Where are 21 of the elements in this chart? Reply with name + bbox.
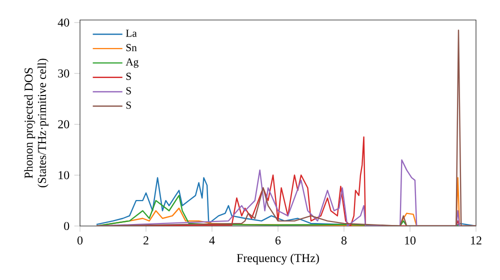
x-tick-label: 0: [77, 236, 83, 245]
x-tick-label: 8: [341, 236, 347, 245]
legend-label: S: [126, 102, 131, 109]
x-tick-label: 6: [276, 236, 281, 244]
legend-label: S: [126, 72, 131, 80]
y-tick-label: 20: [58, 120, 70, 128]
legend-label: Ag: [126, 58, 138, 68]
legend-label: S: [126, 87, 131, 94]
x-tick-label: 10: [405, 236, 416, 245]
x-tick-label: 2: [144, 236, 148, 244]
legend-label: La: [126, 30, 137, 37]
x-tick-label: 12: [471, 236, 482, 244]
x-tick-label: 4: [209, 236, 215, 244]
y-tick-label: 0: [64, 222, 70, 230]
y-axis-title: Phonon projected DOS (States/THz·primitive cell): [24, 58, 48, 188]
y-tick-label: 10: [58, 171, 70, 180]
line-series: [96, 30, 476, 226]
x-axis-title: Frequency (THz): [236, 254, 319, 265]
y-tick-label: 40: [58, 18, 70, 27]
legend-label: Sn: [126, 44, 137, 52]
y-tick-label: 30: [58, 69, 70, 78]
